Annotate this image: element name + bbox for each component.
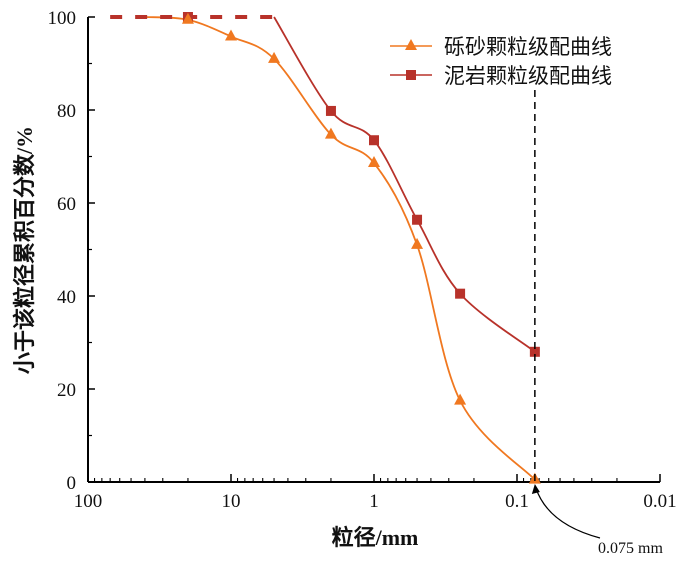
y-tick-label: 80 (57, 101, 76, 122)
mudstone-point (369, 135, 379, 146)
mudstone-point (529, 346, 540, 357)
legend-triangle-icon (405, 39, 417, 50)
gravel-point (225, 29, 237, 41)
x-tick-label: 100 (74, 491, 103, 512)
x-tick-label: 0.01 (643, 491, 676, 512)
gravel-point (324, 127, 337, 139)
gravel-point (411, 237, 424, 249)
arrowhead-icon (531, 484, 540, 494)
x-tick-label: 0.1 (505, 491, 529, 512)
mudstone-point (412, 214, 423, 225)
y-tick-label: 60 (57, 194, 76, 215)
legend-label-mudstone: 泥岩颗粒级配曲线 (444, 64, 612, 88)
mudstone-curve (273, 16, 536, 353)
gravel-point (368, 156, 380, 168)
gravel-curve (144, 16, 536, 481)
x-tick-label: 1 (369, 491, 379, 512)
legend-square-icon (406, 70, 416, 80)
series-marks (110, 12, 601, 539)
gravel-point (268, 51, 281, 63)
gravel-point (181, 12, 194, 24)
x-axis-label: 粒径/mm (332, 525, 419, 550)
legend: 砾砂颗粒级配曲线 泥岩颗粒级配曲线 (390, 35, 612, 88)
y-tick-label: 100 (48, 8, 77, 29)
axes: 0 20 40 60 80 100 100 10 1 0.1 0.01 (48, 8, 677, 512)
mudstone-point (325, 105, 336, 116)
gravel-point (454, 393, 467, 405)
y-tick-label: 0 (67, 473, 77, 494)
y-axis-label: 小于该粒径累积百分数/% (12, 126, 37, 374)
x-tick-label: 10 (222, 491, 241, 512)
legend-label-gravel: 砾砂颗粒级配曲线 (444, 35, 612, 59)
mudstone-point (455, 288, 466, 299)
annotation-0075mm: 0.075 mm (598, 540, 663, 557)
y-tick-label: 20 (57, 380, 76, 401)
y-tick-label: 40 (57, 287, 76, 308)
annotation-arrow (535, 487, 601, 539)
